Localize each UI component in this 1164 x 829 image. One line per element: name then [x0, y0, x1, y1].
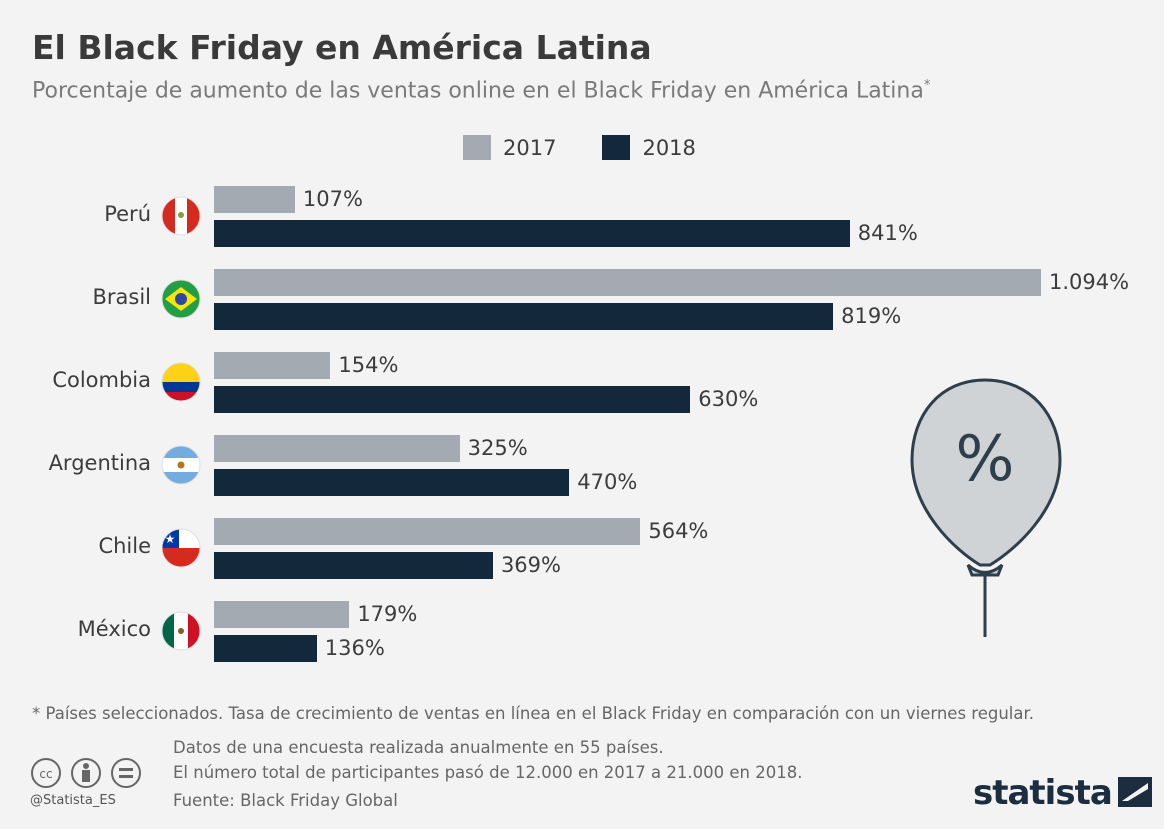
value-label-chile-2017: 564% [648, 519, 709, 543]
note-survey: Datos de una encuesta realizada anualmen… [173, 738, 664, 757]
flag-brasil-icon [161, 279, 201, 323]
bar-mexico-2018 [214, 635, 317, 662]
bar-chile-2017 [214, 518, 641, 545]
subtitle-text: Porcentaje de aumento de las ventas onli… [32, 78, 924, 104]
value-label-argentina-2018: 470% [577, 470, 638, 494]
bar-colombia-2017 [214, 352, 331, 379]
bar-colombia-2018 [214, 386, 691, 413]
chart-title: El Black Friday en América Latina [32, 28, 652, 67]
category-label-peru: Perú [104, 202, 151, 226]
source: Fuente: Black Friday Global [173, 791, 398, 810]
flag-chile-icon: ★ [161, 528, 201, 572]
bar-brasil-2017 [214, 269, 1041, 296]
value-label-peru-2017: 107% [302, 187, 363, 211]
bar-argentina-2018 [214, 469, 570, 496]
bar-argentina-2017 [214, 435, 460, 462]
value-label-argentina-2017: 325% [467, 436, 528, 460]
legend-swatch-2018 [602, 135, 631, 160]
value-label-mexico-2017: 179% [357, 602, 418, 626]
bar-peru-2017 [214, 186, 295, 213]
category-label-mexico: México [77, 617, 151, 641]
value-label-chile-2018: 369% [500, 553, 561, 577]
creative-commons-icons[interactable]: cc [30, 757, 145, 789]
bar-brasil-2018 [214, 303, 834, 330]
bar-mexico-2017 [214, 601, 350, 628]
flag-peru-icon [161, 196, 201, 240]
category-label-chile: Chile [98, 534, 151, 558]
legend-swatch-2017 [463, 135, 491, 160]
twitter-handle[interactable]: @Statista_ES [30, 793, 116, 808]
value-label-colombia-2018: 630% [698, 387, 759, 411]
percent-symbol: % [956, 422, 1015, 495]
bar-chile-2018 [214, 552, 493, 579]
statista-logo-mark-icon [1117, 777, 1152, 807]
flag-mexico-icon [161, 611, 201, 655]
bar-peru-2018 [214, 220, 850, 247]
statista-logo[interactable]: statista [973, 773, 1152, 813]
value-label-brasil-2017: 1.094% [1049, 270, 1130, 294]
subtitle-asterisk: * [923, 78, 931, 93]
svg-text:★: ★ [165, 532, 176, 546]
legend-label-2017: 2017 [503, 135, 557, 160]
footnote: * Países seleccionados. Tasa de crecimie… [32, 704, 1035, 723]
value-label-colombia-2017: 154% [338, 353, 399, 377]
category-label-brasil: Brasil [92, 285, 151, 309]
legend-item-2018: 2018 [602, 135, 696, 160]
flag-colombia-icon [161, 362, 201, 406]
value-label-brasil-2018: 819% [841, 304, 902, 328]
category-label-colombia: Colombia [52, 368, 151, 392]
note-participants: El número total de participantes pasó de… [173, 763, 803, 782]
value-label-peru-2018: 841% [857, 221, 918, 245]
legend: 2017 2018 [463, 135, 696, 160]
chart-subtitle: Porcentaje de aumento de las ventas onli… [32, 78, 930, 103]
legend-label-2018: 2018 [642, 135, 696, 160]
svg-text:cc: cc [39, 767, 52, 781]
category-label-argentina: Argentina [48, 451, 151, 475]
flag-argentina-icon [161, 445, 201, 489]
legend-item-2017: 2017 [463, 135, 556, 160]
balloon-icon: % [910, 378, 1062, 637]
logo-text: statista [973, 773, 1113, 813]
value-label-mexico-2018: 136% [324, 636, 385, 660]
